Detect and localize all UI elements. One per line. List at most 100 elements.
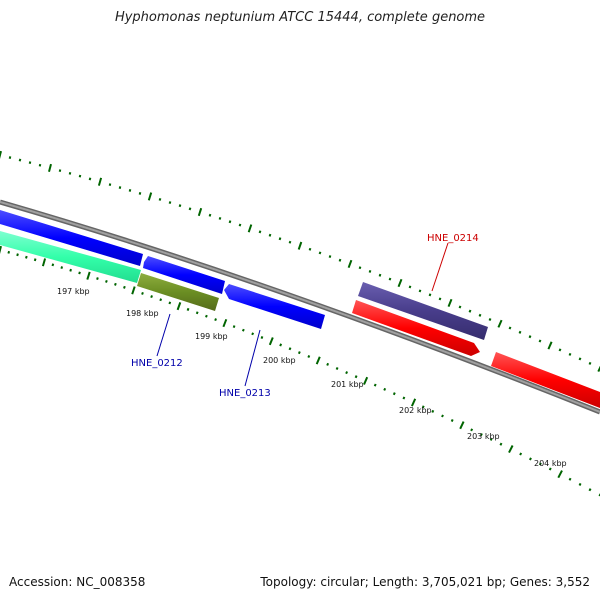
gene-label-hne-0212: HNE_0212 [131, 358, 183, 369]
tick-mark [459, 421, 465, 430]
tick-mark [578, 482, 582, 486]
tick-mark [138, 192, 142, 195]
tick-mark [205, 314, 208, 318]
tick-mark [450, 418, 454, 423]
tick-mark [597, 365, 600, 373]
tick-mark [373, 383, 377, 387]
tick-mark [378, 273, 382, 277]
tick-mark [260, 336, 264, 339]
tick-mark [538, 462, 542, 466]
tick-mark [0, 150, 2, 160]
inner-tick-ring [0, 245, 600, 497]
tick-mark [470, 428, 474, 432]
tick-mark [431, 409, 435, 413]
tick-mark [308, 247, 312, 251]
tick-mark [529, 457, 532, 461]
tick-mark [279, 343, 283, 347]
tick-mark [347, 259, 353, 269]
tick-mark [318, 251, 322, 255]
tick-mark [159, 298, 163, 302]
tick-mark [208, 213, 212, 217]
tick-mark [363, 376, 369, 385]
tick-mark [578, 357, 582, 361]
tick-mark [518, 330, 522, 334]
feature-olive-hne-0212 [137, 273, 219, 311]
tick-mark [147, 192, 153, 201]
tick-mark [128, 189, 132, 192]
tick-mark [418, 289, 422, 293]
tick-mark [214, 318, 217, 322]
tick-mark [25, 255, 28, 259]
genome-summary: Topology: circular; Length: 3,705,021 bp… [260, 575, 590, 589]
tick-mark [478, 313, 482, 317]
tick-mark [397, 278, 403, 288]
scale-label-199: 199 kbp [195, 332, 228, 341]
tick-mark [131, 286, 136, 295]
tick-mark [508, 445, 514, 454]
tick-mark [345, 371, 349, 375]
tick-mark [428, 293, 432, 297]
tick-mark [278, 237, 282, 241]
tick-mark [508, 326, 512, 330]
tick-mark [58, 169, 62, 173]
tick-mark [479, 433, 483, 437]
tick-mark [328, 255, 332, 259]
tick-mark [388, 277, 392, 281]
tick-mark [354, 375, 358, 379]
tick-mark [408, 285, 412, 289]
tick-mark [489, 437, 493, 441]
tick-mark [368, 269, 372, 273]
tick-mark [438, 297, 442, 301]
map-title: Hyphomonas neptunium ATCC 15444, complet… [114, 10, 486, 25]
tick-mark [0, 245, 2, 255]
scale-label-198: 198 kbp [126, 309, 159, 318]
tick-mark [358, 266, 362, 270]
tick-mark [392, 392, 396, 396]
accession-label: Accession: NC_008358 [9, 575, 146, 589]
tick-mark [108, 183, 112, 187]
tick-mark [195, 311, 199, 315]
tick-mark [186, 307, 190, 311]
tick-mark [158, 197, 162, 201]
tick-mark [588, 488, 592, 492]
tick-mark [568, 477, 572, 481]
tick-mark [78, 174, 82, 178]
scale-label-202: 202 kbp [399, 406, 432, 415]
tick-mark [150, 295, 153, 299]
tick-mark [258, 230, 262, 234]
scale-label-200: 200 kbp [263, 356, 296, 365]
tick-mark [238, 223, 242, 227]
tick-mark [176, 302, 182, 311]
tick-mark [168, 201, 172, 205]
tick-mark [447, 298, 453, 307]
connector-hne-0212 [156, 313, 171, 357]
tick-mark [568, 352, 572, 356]
scale-label-201: 201 kbp [331, 380, 364, 389]
feature-red-2 [491, 352, 600, 408]
tick-mark [421, 405, 425, 409]
tick-mark [123, 285, 126, 289]
gene-label-hne-0213: HNE_0213 [219, 388, 271, 399]
tick-mark [60, 266, 64, 269]
tick-mark [232, 325, 236, 329]
connector-hne-0214 [431, 242, 449, 292]
tick-mark [28, 161, 32, 165]
feature-blue-1 [0, 210, 143, 266]
feature-blue-hne-0213 [224, 284, 325, 329]
connector-hne-0213 [244, 329, 261, 387]
tick-mark [7, 250, 11, 254]
feature-cyan [0, 231, 141, 283]
tick-mark [410, 398, 417, 407]
tick-mark [51, 263, 55, 267]
tick-mark [383, 387, 387, 391]
tick-mark [97, 177, 103, 186]
scale-label-197: 197 kbp [57, 287, 90, 296]
tick-mark [16, 253, 19, 257]
tick-mark [241, 328, 245, 332]
tick-mark [315, 356, 321, 365]
tick-mark [197, 207, 203, 217]
tick-mark [247, 224, 253, 233]
tick-mark [288, 240, 292, 244]
tick-mark [88, 177, 92, 181]
tick-mark [458, 305, 462, 309]
